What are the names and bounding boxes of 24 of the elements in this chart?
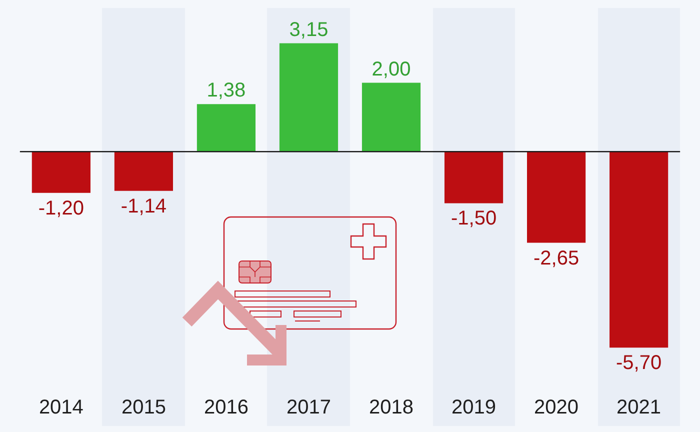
data-label: 1,38 — [206, 80, 246, 102]
x-tick-label: 2020 — [534, 396, 579, 419]
x-tick-label: 2015 — [121, 396, 166, 419]
bar — [362, 82, 421, 152]
data-label: -1,14 — [120, 195, 167, 218]
x-tick-label: 2019 — [452, 396, 496, 419]
x-tick-label: 2017 — [286, 396, 331, 419]
bar — [527, 152, 586, 243]
data-label: -2,65 — [533, 247, 580, 270]
bar — [114, 152, 173, 191]
x-tick-label: 2018 — [369, 396, 414, 419]
x-tick-label: 2016 — [204, 396, 248, 419]
data-label: -5,70 — [616, 352, 662, 374]
bar — [196, 104, 256, 152]
data-label: 2,00 — [372, 58, 411, 80]
bar — [279, 43, 338, 152]
data-label: -1,50 — [450, 208, 497, 230]
bar — [610, 152, 668, 348]
data-label: 3,15 — [289, 18, 328, 41]
x-tick-label: 2014 — [38, 396, 84, 419]
x-tick-label: 2021 — [616, 396, 662, 419]
bar — [32, 152, 90, 193]
bar — [444, 152, 504, 204]
data-label: -1,20 — [38, 197, 84, 220]
